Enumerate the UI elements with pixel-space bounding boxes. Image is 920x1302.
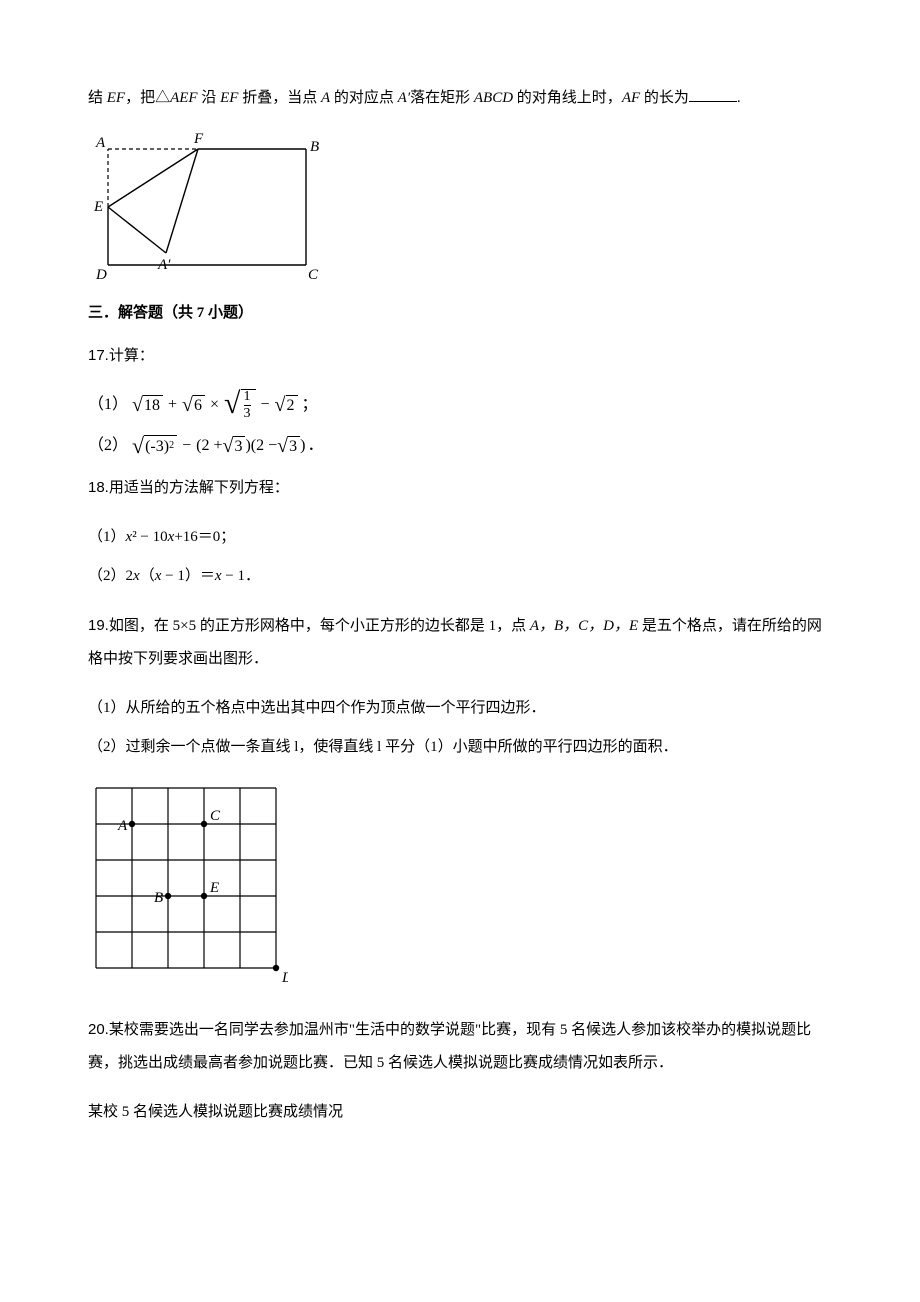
- paren-close: ): [300, 433, 305, 459]
- var-x5: x: [215, 568, 222, 584]
- txt: 结: [88, 90, 107, 106]
- txt: （: [140, 568, 155, 584]
- q17-stem-text: 计算：: [109, 348, 154, 364]
- q17-part1: （1） √18 + √6 × √13 − √2 ；: [88, 389, 832, 421]
- q18-part1: （1）x² − 10x+16＝0；: [88, 521, 832, 554]
- sqrt-neg3sq: √(-3)2: [132, 435, 177, 457]
- var-abcd: ABCD: [474, 90, 513, 106]
- label-Aprime: A′: [157, 257, 171, 273]
- var-aef: AEF: [170, 90, 198, 106]
- txt: 2: [126, 568, 134, 584]
- svg-text:D: D: [281, 970, 288, 986]
- txt: 如图，在 5×5 的正方形网格中，每个小正方形的边长都是 1，点: [109, 618, 530, 634]
- paren-mid: )(2 −: [245, 433, 277, 459]
- paren-open: (2 +: [196, 433, 222, 459]
- q18-stem-text: 用适当的方法解下列方程：: [109, 480, 289, 496]
- q19-stem: 19.如图，在 5×5 的正方形网格中，每个小正方形的边长都是 1，点 A，B，…: [88, 609, 832, 676]
- q17-stem: 17.计算：: [88, 339, 832, 373]
- label-D: D: [95, 267, 107, 283]
- fill-blank: [689, 87, 737, 102]
- fig2-svg: A C B E D: [88, 780, 288, 995]
- sqrt-2: √2: [275, 395, 298, 415]
- minus-2: −: [177, 433, 196, 459]
- plus-1: +: [163, 392, 182, 418]
- label-A: A: [95, 135, 106, 151]
- sqrt-3a: √3: [222, 436, 245, 456]
- var-af: AF: [622, 90, 640, 106]
- q20-line2: 某校 5 名候选人模拟说题比赛成绩情况: [88, 1096, 832, 1129]
- figure-5x5-grid: A C B E D: [88, 780, 288, 995]
- txt: − 1．: [222, 568, 260, 584]
- q18-p2-label: （2）: [88, 568, 126, 584]
- figure-fold-rectangle: A F B E A′ D C: [88, 131, 330, 283]
- q19-part2: （2）过剩余一个点做一条直线 l，使得直线 l 平分（1）小题中所做的平行四边形…: [88, 731, 832, 764]
- q17-p1-tail: ；: [302, 392, 318, 418]
- sqrt-6: √6: [182, 395, 205, 415]
- q18-num: 18.: [88, 479, 109, 496]
- section-3-title: 三．解答题（共 7 小题）: [88, 301, 832, 325]
- svg-text:B: B: [154, 890, 163, 906]
- txt: 的对应点: [330, 90, 398, 106]
- q20-num: 20.: [88, 1021, 109, 1038]
- txt: 的对角线上时，: [513, 90, 622, 106]
- svg-text:E: E: [209, 880, 219, 896]
- label-C: C: [308, 267, 319, 283]
- txt: 某校需要选出一名同学去参加温州市"生活中的数学说题"比赛，现有 5 名候选人参加…: [88, 1022, 811, 1071]
- q17-num: 17.: [88, 347, 109, 364]
- svg-text:A: A: [117, 818, 128, 834]
- q17-part2: （2） √(-3)2 − (2 + √3 )(2 − √3 ) ．: [88, 433, 832, 459]
- times-1: ×: [205, 392, 224, 418]
- txt: 折叠，当点: [238, 90, 321, 106]
- fig1-svg: A F B E A′ D C: [88, 131, 330, 283]
- txt: +16＝0；: [174, 529, 235, 545]
- q16-tail-line: 结 EF，把△AEF 沿 EF 折叠，当点 A 的对应点 A′落在矩形 ABCD…: [88, 82, 832, 115]
- label-F: F: [193, 131, 204, 147]
- sqrt-3b: √3: [277, 436, 300, 456]
- var-ef: EF: [107, 90, 125, 106]
- var-a: A: [321, 90, 330, 106]
- var-ef2: EF: [220, 90, 238, 106]
- label-E: E: [93, 199, 103, 215]
- txt: ² − 10: [132, 529, 167, 545]
- minus-1: −: [256, 392, 275, 418]
- q20-line1: 20.某校需要选出一名同学去参加温州市"生活中的数学说题"比赛，现有 5 名候选…: [88, 1013, 832, 1080]
- txt: 的长为: [640, 90, 689, 106]
- sqrt-18: √18: [132, 395, 163, 415]
- q19-num: 19.: [88, 617, 109, 634]
- pts: A，B，C，D，E: [530, 618, 638, 634]
- txt: − 1）＝: [161, 568, 214, 584]
- q17-p2-tail: ．: [307, 433, 323, 459]
- svg-text:C: C: [210, 808, 221, 824]
- txt: ，把△: [125, 90, 170, 106]
- txt: 落在矩形: [410, 90, 474, 106]
- sqrt-frac-1-3: √13: [224, 389, 255, 421]
- q19-part1: （1）从所给的五个格点中选出其中四个作为顶点做一个平行四边形．: [88, 692, 832, 725]
- q17-p2-label: （2）: [88, 433, 128, 459]
- txt: 沿: [198, 90, 221, 106]
- var-x3: x: [133, 568, 140, 584]
- var-aprime: A′: [398, 90, 410, 106]
- q18-stem: 18.用适当的方法解下列方程：: [88, 471, 832, 505]
- q18-part2: （2）2x（x − 1）＝x − 1．: [88, 560, 832, 593]
- q18-p1-label: （1）: [88, 529, 126, 545]
- txt: .: [737, 90, 741, 106]
- q17-p1-label: （1）: [88, 392, 128, 418]
- label-B: B: [310, 139, 319, 155]
